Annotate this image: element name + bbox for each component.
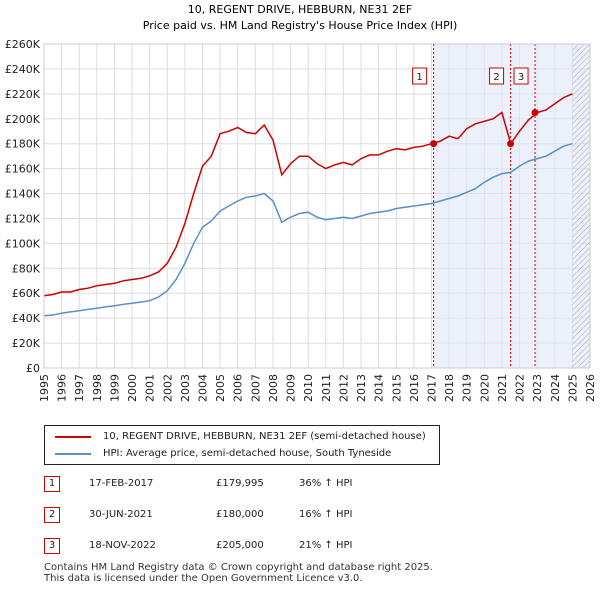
sale-point	[430, 140, 438, 148]
x-tick-label: 2001	[144, 374, 157, 402]
transaction-hpi: 21% ↑ HPI	[299, 540, 353, 551]
legend-line-property	[55, 436, 91, 438]
chart-title: 10, REGENT DRIVE, HEBBURN, NE31 2EF	[188, 3, 413, 16]
sale-label-box	[513, 67, 529, 85]
x-tick-label: 2019	[461, 374, 474, 402]
transaction-price: £180,000	[216, 509, 264, 520]
x-tick-label: 2014	[373, 374, 386, 402]
x-tick-label: 2018	[443, 374, 456, 402]
transaction-row: 2 30-JUN-2021 £180,000 16% ↑ HPI	[44, 507, 464, 523]
transaction-price: £179,995	[216, 478, 264, 489]
y-tick-label: £160K	[5, 163, 41, 176]
y-tick-label: £240K	[5, 63, 41, 76]
x-tick-label: 2005	[214, 374, 227, 402]
y-tick-label: £200K	[5, 113, 41, 126]
transaction-hpi: 36% ↑ HPI	[299, 478, 353, 489]
y-tick-label: £140K	[5, 188, 41, 201]
sale-label-box	[489, 67, 505, 85]
y-tick-label: £120K	[5, 212, 41, 225]
y-tick-label: £20K	[12, 337, 41, 350]
y-tick-label: £80K	[12, 262, 41, 275]
x-tick-label: 2020	[478, 374, 491, 402]
x-tick-label: 1998	[91, 374, 104, 402]
y-tick-label: £220K	[5, 88, 41, 101]
x-tick-label: 1997	[73, 374, 86, 402]
series-lines	[43, 93, 573, 317]
transaction-hpi: 16% ↑ HPI	[299, 509, 353, 520]
x-tick-label: 2010	[302, 374, 315, 402]
x-tick-label: 2004	[197, 374, 210, 402]
footer-license: Contains HM Land Registry data © Crown c…	[44, 562, 433, 584]
transaction-price: £205,000	[216, 540, 264, 551]
transaction-date: 18-NOV-2022	[89, 540, 156, 551]
x-tick-label: 2012	[337, 374, 350, 402]
x-tick-label: 2017	[425, 374, 438, 402]
legend-label-property: 10, REGENT DRIVE, HEBBURN, NE31 2EF (sem…	[103, 431, 426, 442]
chart: 10, REGENT DRIVE, HEBBURN, NE31 2EF Pric…	[5, 3, 597, 402]
sale-label-box	[412, 67, 428, 85]
x-tick-label: 2025	[566, 374, 579, 402]
transaction-marker: 1	[44, 476, 60, 492]
sale-label: 2	[493, 72, 499, 83]
x-tick-label: 2023	[531, 374, 544, 402]
series-line	[43, 142, 573, 317]
x-tick-label: 2016	[408, 374, 421, 402]
x-tick-label: 2021	[496, 374, 509, 402]
sale-markers: 1 2 3	[412, 67, 539, 148]
x-tick-label: 2000	[126, 374, 139, 402]
sale-point	[507, 140, 515, 148]
sale-point	[531, 109, 539, 117]
transaction-marker: 2	[44, 507, 60, 523]
legend-line-hpi	[55, 453, 91, 455]
transaction-date: 17-FEB-2017	[89, 478, 154, 489]
x-tick-label: 1996	[56, 374, 69, 402]
sale-label: 3	[518, 72, 524, 83]
y-tick-label: £260K	[5, 38, 41, 51]
series-line	[43, 93, 573, 297]
transaction-row: 1 17-FEB-2017 £179,995 36% ↑ HPI	[44, 476, 464, 492]
x-tick-label: 2008	[267, 374, 280, 402]
axes: £0 £20K £40K £60K £80K £100K £120K £140K £160K £1…	[5, 38, 597, 402]
x-tick-label: 2015	[390, 374, 403, 402]
x-tick-label: 2007	[249, 374, 262, 402]
x-tick-label: 2011	[320, 374, 333, 402]
chart-subtitle: Price paid vs. HM Land Registry's House …	[143, 19, 458, 32]
legend-label-hpi: HPI: Average price, semi-detached house,…	[103, 448, 392, 459]
y-tick-label: £40K	[12, 312, 41, 325]
x-tick-label: 2003	[179, 374, 192, 402]
y-tick-label: £180K	[5, 138, 41, 151]
plot-frame	[43, 43, 591, 369]
x-tick-label: 2024	[549, 374, 562, 402]
y-tick-label: £60K	[12, 287, 41, 300]
footer-line-2: This data is licensed under the Open Gov…	[44, 573, 363, 584]
sale-label: 1	[416, 72, 422, 83]
x-tick-label: 2006	[232, 374, 245, 402]
y-tick-label: £100K	[5, 237, 41, 250]
legend: 10, REGENT DRIVE, HEBBURN, NE31 2EF (sem…	[44, 425, 440, 465]
x-tick-label: 2013	[355, 374, 368, 402]
sale-shading	[433, 44, 590, 368]
transaction-marker: 3	[44, 538, 60, 554]
footer-line-1: Contains HM Land Registry data © Crown c…	[44, 562, 433, 573]
y-tick-label: £0	[26, 362, 40, 375]
x-tick-label: 2022	[514, 374, 527, 402]
post-sale-shading	[433, 44, 590, 368]
x-tick-label: 1995	[38, 374, 51, 402]
x-tick-label: 2009	[285, 374, 298, 402]
x-tick-label: 2002	[161, 374, 174, 402]
transaction-date: 30-JUN-2021	[89, 509, 153, 520]
transaction-row: 3 18-NOV-2022 £205,000 21% ↑ HPI	[44, 538, 464, 554]
projection-hatch	[572, 44, 590, 368]
x-tick-label: 1999	[108, 374, 121, 402]
x-tick-label: 2026	[584, 374, 597, 402]
